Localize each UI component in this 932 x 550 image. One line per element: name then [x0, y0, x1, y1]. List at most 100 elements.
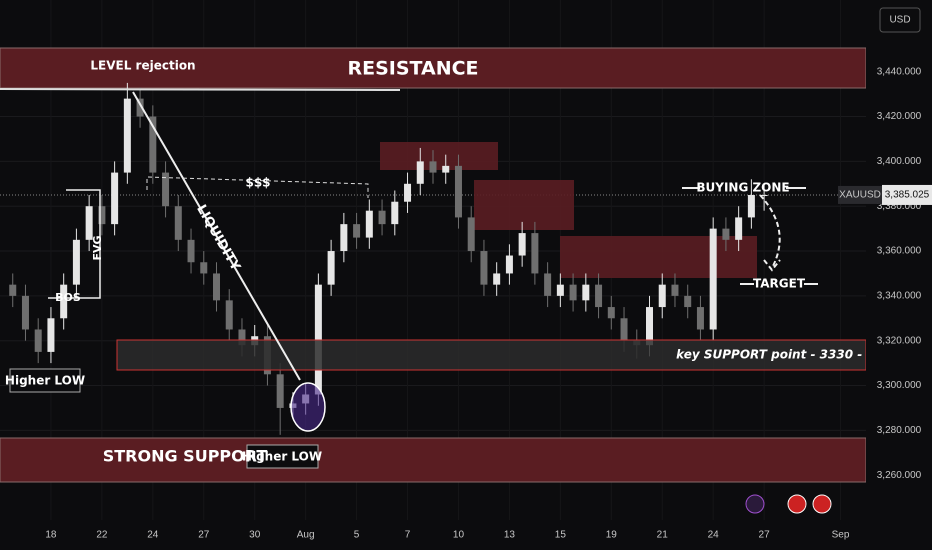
- annotation: Higher LOW: [242, 450, 322, 464]
- candle-body: [123, 98, 131, 173]
- candle-body: [238, 329, 246, 346]
- candle-body: [556, 284, 564, 296]
- candle-body: [111, 172, 119, 225]
- candles: [9, 82, 768, 435]
- symbol-label: XAUUSD: [839, 190, 881, 201]
- candle-body: [200, 262, 208, 274]
- x-tick-label: 15: [555, 530, 567, 541]
- candle-body: [365, 210, 373, 238]
- candle-body: [544, 273, 552, 296]
- candle-body: [72, 239, 80, 285]
- symbol-tag: [838, 185, 882, 204]
- candle-body: [60, 284, 68, 319]
- candle-body: [696, 307, 704, 330]
- candle-body: [442, 165, 450, 173]
- candle-body: [607, 307, 615, 319]
- event-icon[interactable]: [787, 494, 807, 514]
- candle-body: [34, 329, 42, 352]
- x-tick-label: Aug: [297, 530, 315, 541]
- x-tick-label: 22: [96, 530, 108, 541]
- liquidity-line: [132, 91, 301, 381]
- resistance-zone: [0, 47, 867, 89]
- label-box: [9, 368, 81, 393]
- candle-body: [658, 284, 666, 308]
- candle-body: [645, 307, 654, 346]
- candle-body: [735, 217, 743, 240]
- candle-body: [467, 217, 475, 252]
- candle-body: [391, 201, 399, 225]
- x-tick-label: 5: [354, 530, 360, 541]
- candle-body: [21, 295, 29, 330]
- label-box: [246, 444, 319, 469]
- x-tick-label: 21: [657, 530, 669, 541]
- bos-line: [48, 189, 101, 299]
- candle-body: [225, 300, 233, 330]
- event-icon[interactable]: [745, 494, 765, 514]
- y-tick-label: 3,400.000: [877, 156, 922, 167]
- x-tick-label: 13: [504, 530, 516, 541]
- target-arrow: [759, 194, 781, 272]
- x-tick-label: 24: [708, 530, 720, 541]
- fvg-box: [560, 236, 757, 278]
- candle-body: [480, 251, 488, 285]
- candle-body: [709, 228, 717, 330]
- candle-body: [595, 284, 603, 308]
- x-tick-label: 7: [405, 530, 411, 541]
- y-tick-label: 3,340.000: [877, 291, 922, 302]
- highlight-circle: [290, 382, 326, 432]
- x-tick-label: Sep: [832, 530, 850, 541]
- annotation: RESISTANCE: [347, 58, 478, 80]
- candle-body: [760, 195, 768, 196]
- y-tick-label: 3,300.000: [877, 380, 922, 391]
- candle-body: [671, 284, 679, 296]
- candle-body: [85, 206, 93, 240]
- candle-body: [9, 284, 17, 296]
- currency-button[interactable]: [879, 7, 921, 33]
- candle-body: [187, 239, 195, 263]
- currency: USD: [889, 15, 910, 26]
- candle-body: [518, 233, 526, 256]
- candle-body: [493, 273, 501, 285]
- y-tick-label: 3,440.000: [877, 66, 922, 77]
- key-support-zone: [116, 339, 867, 371]
- annotation: BUYING ZONE: [696, 181, 789, 195]
- last-price-tag: [882, 184, 932, 205]
- candle-body: [47, 318, 55, 352]
- candle-body: [582, 284, 590, 301]
- y-tick-label: 3,360.000: [877, 246, 922, 257]
- liquidity-dashed-line: [146, 176, 369, 198]
- rejection-line: [0, 88, 401, 91]
- candle-body: [149, 116, 157, 173]
- candle-body: [620, 318, 628, 341]
- y-tick-label: 3,280.000: [877, 425, 922, 436]
- annotation: TARGET: [753, 277, 806, 291]
- x-tick-label: 19: [606, 530, 618, 541]
- annotation: $$$: [245, 176, 270, 190]
- candle-body: [378, 210, 386, 225]
- candle-body: [276, 374, 284, 408]
- price-axis: [866, 0, 932, 550]
- candle-body: [353, 224, 361, 238]
- candle-body: [722, 228, 730, 240]
- fvg-box: [380, 142, 498, 170]
- candle-body: [416, 161, 424, 184]
- candle-body: [747, 195, 755, 218]
- y-tick-label: 3,420.000: [877, 111, 922, 122]
- candle-body: [429, 161, 437, 173]
- event-icon[interactable]: [812, 494, 832, 514]
- candle-body: [404, 183, 412, 202]
- candle-body: [136, 98, 144, 117]
- annotation: LEVEL rejection: [90, 59, 195, 73]
- x-tick-label: 18: [45, 530, 57, 541]
- strong-support-zone: [0, 437, 867, 483]
- x-tick-label: 24: [147, 530, 159, 541]
- candle-body: [569, 284, 577, 301]
- y-tick-label: 3,380.000: [877, 201, 922, 212]
- candle-body: [162, 172, 170, 207]
- candle-body: [505, 255, 513, 274]
- candle-body: [454, 165, 462, 218]
- x-tick-label: 30: [249, 530, 261, 541]
- y-tick-label: 3,260.000: [877, 470, 922, 481]
- annotation: FVG: [91, 235, 104, 260]
